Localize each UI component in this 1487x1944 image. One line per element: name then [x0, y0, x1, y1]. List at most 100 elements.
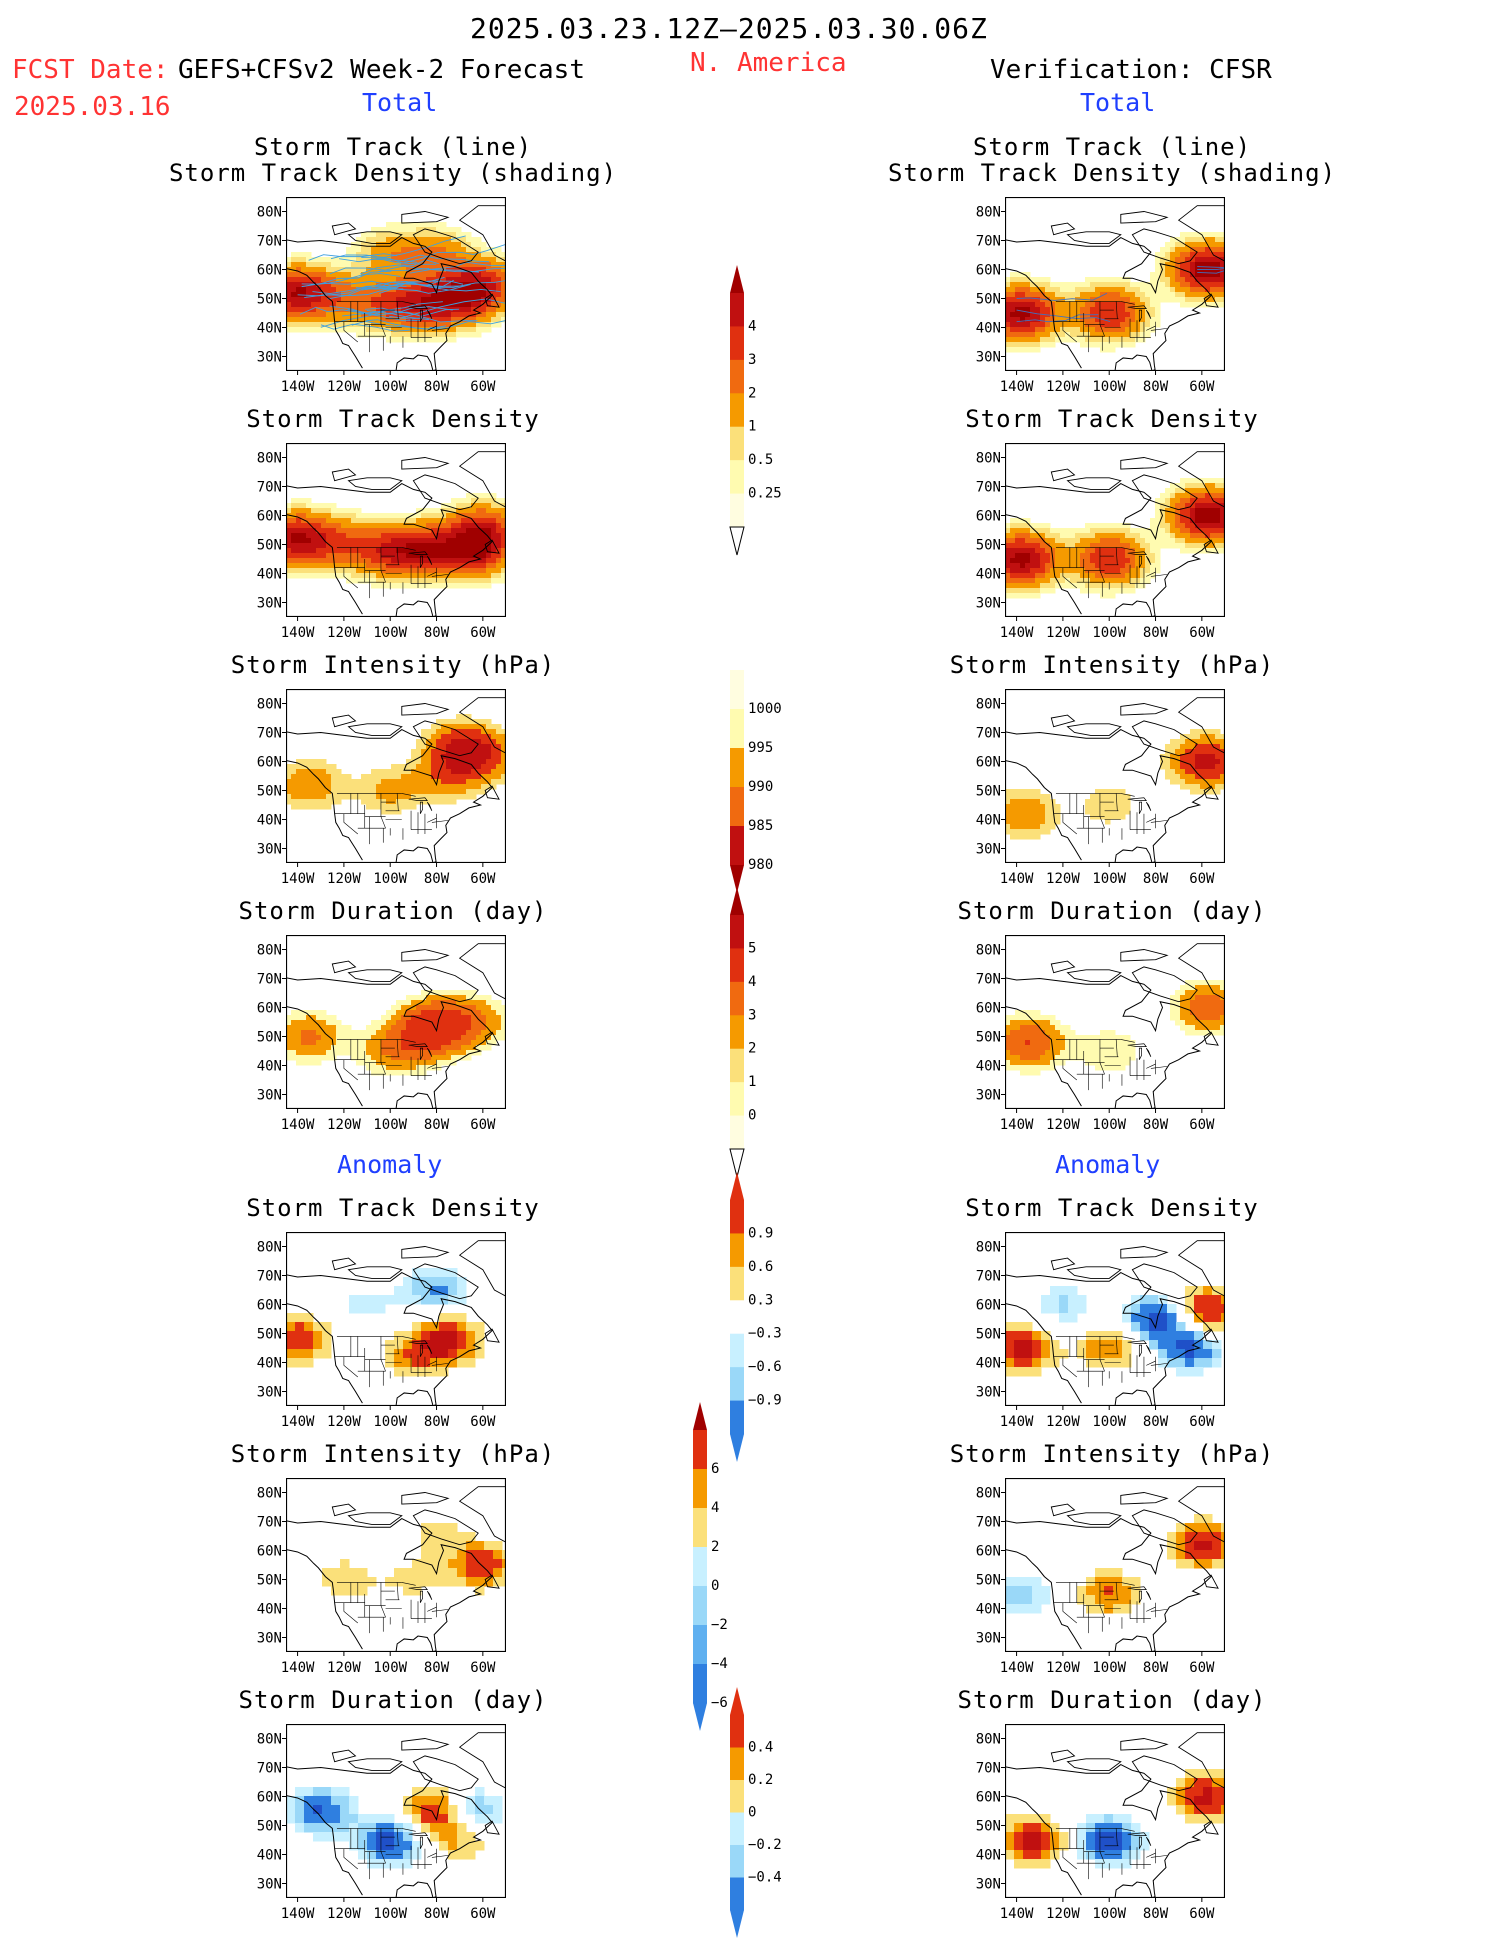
grid-cell: [431, 538, 437, 544]
grid-cell: [451, 332, 457, 338]
grid-cell: [1075, 548, 1081, 554]
fcst-model-label: GEFS+CFSv2 Week-2 Forecast: [178, 55, 585, 85]
grid-cell: [351, 538, 357, 544]
grid-cell: [1215, 538, 1221, 544]
grid-cell: [376, 1020, 382, 1026]
grid-cell: [1050, 588, 1056, 594]
grid-cell: [421, 764, 427, 770]
grid-cell: [296, 1020, 302, 1026]
grid-cell: [1025, 317, 1031, 323]
grid-cell: [1020, 332, 1026, 338]
grid-cell: [441, 538, 447, 544]
grid-cell: [311, 523, 317, 529]
grid-cell: [451, 297, 457, 303]
grid-cell: [466, 754, 472, 760]
grid-cell: [356, 568, 362, 574]
grid-cell: [411, 297, 417, 303]
grid-cell: [426, 769, 432, 775]
grid-cell: [301, 1035, 307, 1041]
grid-cell: [441, 729, 447, 735]
grid-cell: [471, 1035, 477, 1041]
grid-cell: [396, 1065, 402, 1071]
grid-cell: [486, 252, 492, 258]
grid-cell: [481, 754, 487, 760]
grid-cell: [1010, 824, 1016, 830]
grid-cell: [456, 553, 462, 559]
grid-cell: [316, 568, 322, 574]
grid-cell: [471, 1030, 477, 1036]
grid-cell: [441, 523, 447, 529]
grid-cell: [441, 769, 447, 775]
grid-cell: [446, 513, 452, 519]
grid-cell: [1075, 282, 1081, 288]
grid-cell: [1030, 583, 1036, 589]
grid-cell: [1010, 528, 1016, 534]
grid-cell: [1030, 302, 1036, 308]
grid-cell: [1025, 287, 1031, 293]
grid-cell: [491, 769, 497, 775]
grid-cell: [1115, 588, 1121, 594]
grid-cell: [391, 548, 397, 554]
grid-cell: [401, 804, 407, 810]
grid-cell: [366, 804, 372, 810]
grid-cell: [361, 528, 367, 534]
grid-cell: [371, 558, 377, 564]
grid-cell: [1105, 1065, 1111, 1071]
grid-cell: [491, 1005, 497, 1011]
grid-cell: [321, 774, 327, 780]
grid-cell: [1030, 553, 1036, 559]
grid-cell: [406, 1010, 412, 1016]
grid-cell: [1065, 1025, 1071, 1031]
grid-cell: [396, 568, 402, 574]
title-intensity: Storm Intensity (hPa): [852, 651, 1372, 679]
grid-cell: [1155, 543, 1161, 549]
grid-cell: [446, 1040, 452, 1046]
grid-cell: [316, 327, 322, 333]
grid-cell: [441, 789, 447, 795]
grid-cell: [1070, 533, 1076, 539]
grid-cell: [1205, 523, 1211, 529]
grid-cell: [431, 232, 437, 238]
grid-cell: [316, 769, 322, 775]
grid-cell: [481, 563, 487, 569]
grid-cell: [1085, 528, 1091, 534]
grid-cell: [1175, 257, 1181, 263]
grid-cell: [406, 1035, 412, 1041]
grid-cell: [321, 573, 327, 579]
grid-cell: [486, 583, 492, 589]
grid-cell: [326, 573, 332, 579]
grid-cell: [496, 1020, 502, 1026]
grid-cell: [1090, 332, 1096, 338]
grid-cell: [1030, 1070, 1036, 1076]
grid-cell: [1030, 538, 1036, 544]
grid-cell: [366, 518, 372, 524]
grid-cell: [291, 774, 297, 780]
grid-cell: [1025, 799, 1031, 805]
grid-cell: [321, 513, 327, 519]
grid-cell: [1120, 312, 1126, 318]
grid-cell: [421, 327, 427, 333]
y-tick-label: 60N: [976, 1001, 1001, 1017]
grid-cell: [1035, 588, 1041, 594]
grid-cell: [291, 794, 297, 800]
grid-cell: [486, 774, 492, 780]
grid-cell: [1090, 277, 1096, 283]
grid-cell: [1090, 588, 1096, 594]
grid-cell: [1130, 317, 1136, 323]
grid-cell: [446, 242, 452, 248]
grid-cell: [406, 337, 412, 343]
grid-cell: [396, 332, 402, 338]
grid-cell: [1125, 1035, 1131, 1041]
grid-cell: [456, 784, 462, 790]
grid-cell: [326, 1025, 332, 1031]
grid-cell: [1170, 533, 1176, 539]
grid-cell: [386, 237, 392, 243]
grid-cell: [306, 789, 312, 795]
grid-cell: [1100, 809, 1106, 815]
grid-cell: [1215, 247, 1221, 253]
grid-cell: [421, 1010, 427, 1016]
grid-cell: [1210, 995, 1216, 1001]
grid-cell: [1090, 548, 1096, 554]
grid-cell: [1200, 739, 1206, 745]
grid-cell: [1045, 1065, 1051, 1071]
